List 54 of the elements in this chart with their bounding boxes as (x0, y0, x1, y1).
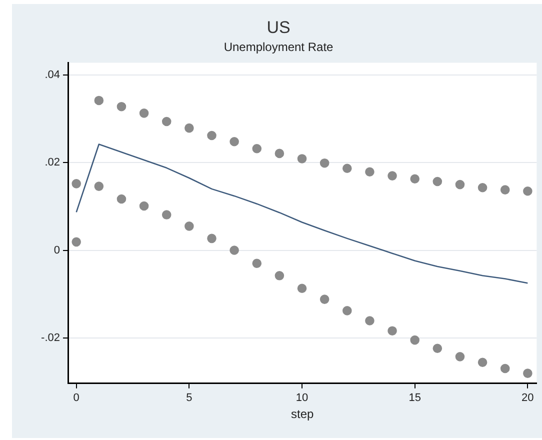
point (342, 164, 352, 174)
point (500, 185, 510, 194)
point (320, 294, 330, 304)
point (455, 352, 465, 362)
chart-subtitle: Unemployment Rate (224, 40, 334, 54)
point (94, 182, 104, 191)
point (72, 179, 81, 188)
point (388, 171, 397, 180)
point (94, 96, 104, 106)
point (72, 237, 81, 247)
point (139, 108, 149, 118)
y-tick-label: .04 (44, 69, 60, 82)
point (116, 102, 126, 112)
point (523, 186, 532, 196)
chart-title: US (266, 18, 290, 37)
x-tick-label: 15 (408, 392, 421, 404)
point (432, 344, 442, 354)
point (320, 158, 330, 168)
point (500, 364, 510, 374)
point (207, 130, 216, 140)
point (342, 306, 352, 316)
point (274, 148, 284, 158)
point (207, 234, 216, 244)
point (274, 271, 284, 280)
x-axis-title: step (291, 407, 314, 422)
point (410, 174, 420, 184)
x-tick-label: 10 (296, 392, 308, 404)
point (162, 210, 172, 220)
point (230, 136, 239, 146)
point (365, 316, 374, 326)
y-tick-label: -.02 (41, 332, 60, 344)
point (297, 284, 307, 294)
point (455, 180, 465, 190)
point (116, 194, 126, 204)
point (184, 222, 194, 231)
point (523, 368, 532, 378)
point (410, 335, 420, 345)
point (162, 116, 172, 126)
x-tick-label: 20 (522, 392, 534, 404)
point (297, 154, 307, 164)
point (432, 176, 442, 186)
y-tick-label: 0 (54, 244, 60, 256)
point (365, 167, 374, 177)
x-tick-label: 0 (73, 392, 80, 404)
point (139, 201, 149, 211)
point (478, 182, 488, 192)
point (478, 358, 488, 368)
y-tick-label: .02 (44, 156, 60, 169)
point (388, 326, 397, 336)
point (252, 258, 262, 268)
point (252, 144, 262, 154)
x-tick-label: 5 (186, 392, 192, 404)
point (184, 123, 194, 133)
point (230, 246, 239, 255)
